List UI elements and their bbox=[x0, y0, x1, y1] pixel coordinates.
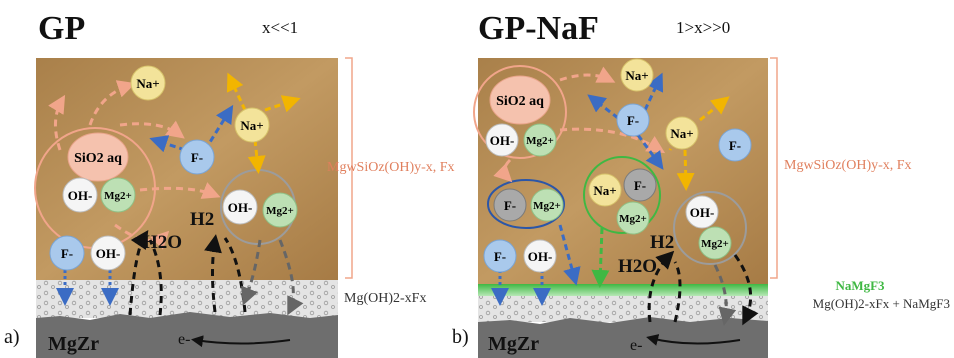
na-ion: Na+ bbox=[130, 65, 166, 101]
electron-label: e- bbox=[178, 331, 190, 348]
svg-text:F-: F- bbox=[634, 178, 646, 193]
svg-text:F-: F- bbox=[61, 246, 73, 261]
oh-ion: OH- bbox=[62, 177, 98, 213]
f-mg-cluster-ring bbox=[487, 179, 565, 229]
mg-ion: Mg2+ bbox=[523, 123, 557, 157]
na-ion: Na+ bbox=[588, 173, 622, 207]
svg-text:OH-: OH- bbox=[528, 249, 553, 264]
svg-text:OH-: OH- bbox=[490, 133, 515, 148]
gel-formula-label: MgwSiOz(OH)y-x, Fx bbox=[327, 160, 455, 175]
mg-ion: Mg2+ bbox=[262, 192, 298, 228]
h2-label: H2 bbox=[650, 232, 674, 253]
condition-label: x<<1 bbox=[262, 18, 299, 37]
f-ion: F- bbox=[483, 239, 517, 273]
svg-text:Na+: Na+ bbox=[240, 118, 263, 133]
oh-ion: OH- bbox=[222, 189, 258, 225]
f-ion: F- bbox=[718, 128, 752, 162]
panel-label: b) bbox=[452, 326, 469, 348]
condition-label: 1>x>>0 bbox=[676, 18, 731, 37]
svg-text:OH-: OH- bbox=[96, 246, 121, 261]
naf-cluster-ring bbox=[583, 156, 661, 234]
svg-text:Na+: Na+ bbox=[625, 68, 648, 83]
svg-text:F-: F- bbox=[191, 150, 203, 165]
svg-text:F-: F- bbox=[504, 198, 516, 213]
substrate bbox=[478, 317, 768, 358]
f-ion: F- bbox=[49, 235, 85, 271]
hydroxide-layer-label: Mg(OH)2-xFx bbox=[344, 291, 426, 306]
panel-title: GP bbox=[38, 10, 86, 47]
panel-a-diagram: Na+ Na+ SiO2 aq F- OH- Mg2+ OH- Mg2+ bbox=[34, 57, 426, 358]
svg-text:OH-: OH- bbox=[690, 205, 715, 220]
svg-text:SiO2 aq: SiO2 aq bbox=[496, 94, 544, 109]
svg-text:Na+: Na+ bbox=[136, 76, 159, 91]
svg-text:SiO2 aq: SiO2 aq bbox=[74, 151, 122, 166]
svg-text:Mg2+: Mg2+ bbox=[104, 190, 132, 202]
mg-ion: Mg2+ bbox=[530, 188, 564, 222]
svg-text:Mg2+: Mg2+ bbox=[526, 135, 554, 147]
substrate-label: MgZr bbox=[48, 333, 99, 355]
hydroxide-layer-label: Mg(OH)2-xFx + NaMgF3 bbox=[813, 296, 950, 311]
svg-text:F-: F- bbox=[494, 249, 506, 264]
svg-text:Mg2+: Mg2+ bbox=[619, 213, 647, 225]
mg-ion: Mg2+ bbox=[616, 201, 650, 235]
f-ion: F- bbox=[616, 103, 650, 137]
gel-formula-label: MgwSiOz(OH)y-x, Fx bbox=[784, 158, 912, 173]
svg-text:OH-: OH- bbox=[228, 200, 253, 215]
oh-ion: OH- bbox=[90, 235, 126, 271]
substrate bbox=[36, 312, 338, 358]
f-ion: F- bbox=[623, 168, 657, 202]
sio2-molecule: SiO2 aq bbox=[67, 132, 129, 182]
h2o-label: H2O bbox=[143, 232, 182, 253]
layer-bracket bbox=[345, 57, 353, 279]
panel-title: GP-NaF bbox=[478, 10, 599, 47]
f-ion: F- bbox=[179, 139, 215, 175]
svg-text:Mg2+: Mg2+ bbox=[533, 200, 561, 212]
sio2-cluster-ring bbox=[473, 65, 567, 159]
svg-text:Na+: Na+ bbox=[670, 126, 693, 141]
panel-b-diagram: SiO2 aq OH- Mg2+ Na+ F- Na+ F- F- bbox=[473, 57, 950, 358]
f-ion: F- bbox=[493, 188, 527, 222]
panel-b: SiO2 aq OH- Mg2+ Na+ F- Na+ F- F- bbox=[452, 0, 954, 358]
electron-label: e- bbox=[630, 337, 642, 354]
h2o-label: H2O bbox=[618, 256, 657, 277]
namgf3-label: NaMgF3 bbox=[835, 278, 885, 293]
mg-ion: Mg2+ bbox=[100, 177, 136, 213]
oh-mg-cluster-ring bbox=[673, 191, 747, 265]
substrate-label: MgZr bbox=[488, 333, 539, 355]
na-ion: Na+ bbox=[620, 58, 654, 92]
sio2-molecule: SiO2 aq bbox=[489, 75, 551, 125]
na-ion: Na+ bbox=[665, 116, 699, 150]
svg-text:F-: F- bbox=[729, 138, 741, 153]
svg-text:Mg2+: Mg2+ bbox=[266, 205, 294, 217]
oh-ion: OH- bbox=[485, 123, 519, 157]
svg-text:Na+: Na+ bbox=[593, 183, 616, 198]
layer-bracket bbox=[770, 57, 778, 279]
panel-label: a) bbox=[4, 326, 20, 348]
oh-ion: OH- bbox=[685, 195, 719, 229]
panel-a: Na+ Na+ SiO2 aq F- OH- Mg2+ OH- Mg2+ bbox=[0, 0, 470, 358]
svg-text:F-: F- bbox=[627, 113, 639, 128]
h2-label: H2 bbox=[190, 209, 214, 230]
svg-text:Mg2+: Mg2+ bbox=[701, 238, 729, 250]
mg-ion: Mg2+ bbox=[698, 226, 732, 260]
svg-text:OH-: OH- bbox=[68, 188, 93, 203]
na-ion: Na+ bbox=[234, 107, 270, 143]
oh-ion: OH- bbox=[523, 239, 557, 273]
